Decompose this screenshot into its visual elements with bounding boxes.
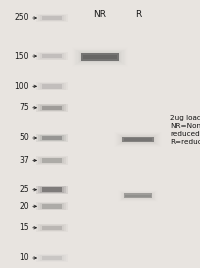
Bar (36, 134, 68, 142)
Text: 15: 15 (19, 223, 29, 232)
Bar (42, 256, 62, 260)
Text: 50: 50 (19, 133, 29, 143)
Bar (117, 190, 159, 202)
Bar (78, 51, 122, 63)
Bar (124, 138, 152, 141)
Bar (121, 192, 155, 200)
Text: 2ug loading
NR=Non-
reduced
R=reduced: 2ug loading NR=Non- reduced R=reduced (170, 115, 200, 145)
Text: 25: 25 (19, 185, 29, 194)
Bar (40, 225, 64, 231)
Bar (81, 53, 119, 61)
Bar (38, 14, 66, 21)
Bar (36, 186, 68, 194)
Bar (40, 135, 64, 141)
Bar (36, 14, 68, 22)
Bar (119, 191, 157, 201)
Bar (120, 191, 156, 201)
Text: 75: 75 (19, 103, 29, 112)
Bar (73, 48, 127, 66)
Bar (119, 135, 157, 144)
Bar (121, 136, 155, 143)
Bar (117, 134, 159, 146)
Bar (36, 254, 68, 262)
Bar (125, 195, 151, 197)
Bar (121, 192, 155, 200)
Bar (40, 105, 64, 111)
Bar (42, 225, 62, 230)
Bar (118, 190, 158, 202)
Bar (40, 53, 64, 59)
Bar (42, 54, 62, 58)
Bar (72, 47, 128, 67)
Text: 37: 37 (19, 156, 29, 165)
Text: 250: 250 (14, 13, 29, 23)
Bar (40, 83, 64, 89)
Bar (38, 104, 66, 111)
Bar (42, 158, 62, 163)
Bar (36, 104, 68, 112)
Bar (83, 55, 117, 59)
Bar (36, 224, 68, 232)
Bar (79, 52, 121, 62)
Bar (75, 50, 125, 65)
Text: 100: 100 (14, 82, 29, 91)
Bar (116, 133, 160, 146)
Text: R: R (135, 10, 141, 19)
Bar (80, 53, 120, 62)
Bar (38, 255, 66, 262)
Bar (36, 157, 68, 165)
Bar (36, 202, 68, 210)
Bar (40, 158, 64, 163)
Bar (118, 134, 158, 145)
Bar (38, 135, 66, 142)
Bar (38, 203, 66, 210)
Bar (38, 224, 66, 231)
Text: 150: 150 (14, 51, 29, 61)
Bar (40, 255, 64, 261)
Bar (124, 193, 152, 198)
Bar (42, 204, 62, 209)
Bar (38, 83, 66, 90)
Bar (120, 135, 156, 144)
Text: 20: 20 (19, 202, 29, 211)
Text: NR: NR (94, 10, 106, 19)
Bar (42, 187, 62, 192)
Bar (40, 187, 64, 192)
Bar (122, 137, 154, 143)
Bar (42, 84, 62, 88)
Bar (38, 186, 66, 193)
Bar (38, 53, 66, 59)
Bar (74, 49, 126, 65)
Bar (40, 203, 64, 209)
Bar (76, 50, 124, 64)
Bar (40, 15, 64, 21)
Bar (123, 193, 153, 199)
Bar (36, 52, 68, 60)
Bar (42, 16, 62, 20)
Bar (42, 106, 62, 110)
Bar (115, 132, 161, 147)
Text: 10: 10 (19, 254, 29, 262)
Bar (42, 136, 62, 140)
Bar (122, 192, 154, 199)
Bar (38, 157, 66, 164)
Bar (114, 132, 162, 147)
Bar (36, 82, 68, 90)
